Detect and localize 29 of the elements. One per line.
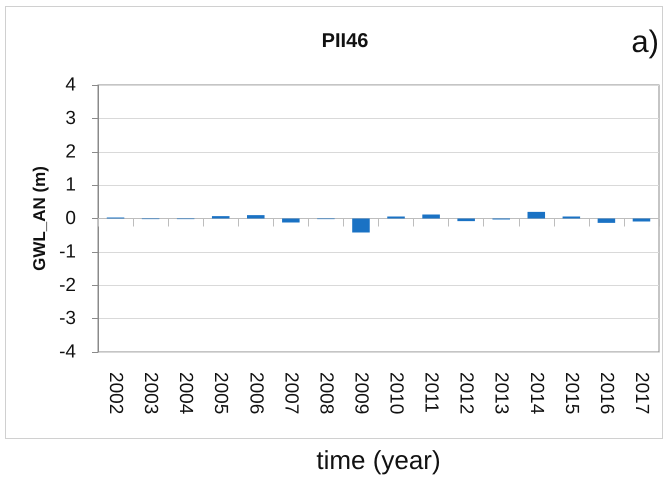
y-tick-label: -2 bbox=[59, 274, 76, 296]
y-tick-label: 3 bbox=[65, 108, 76, 129]
x-tick-label: 2010 bbox=[386, 372, 407, 414]
text: a) bbox=[631, 24, 660, 59]
y-tick-label: 0 bbox=[65, 208, 76, 229]
x-tick-label: 2002 bbox=[105, 372, 126, 414]
y-tick-label: -3 bbox=[59, 308, 76, 330]
x-tick-label: 2014 bbox=[526, 372, 547, 415]
x-tick-label: 2012 bbox=[456, 372, 477, 414]
x-tick-label: 2013 bbox=[490, 372, 512, 414]
x-tick-label: 2006 bbox=[245, 372, 266, 414]
x-tick-label: 2017 bbox=[630, 372, 652, 414]
x-tick-label: 2007 bbox=[280, 372, 302, 414]
x-tick-label: 2004 bbox=[175, 372, 196, 415]
y-tick-label: 1 bbox=[65, 174, 76, 196]
y-tick-label: -4 bbox=[59, 342, 76, 362]
x-tick-label: 2015 bbox=[560, 372, 582, 414]
y-tick-label: 4 bbox=[65, 74, 76, 96]
chart-title: PII46 bbox=[322, 30, 368, 52]
y-tick-label: -1 bbox=[59, 241, 76, 262]
x-tick-label: 2003 bbox=[140, 372, 162, 414]
x-tick-label: 2011 bbox=[420, 372, 442, 413]
y-axis-title: GWL_AN (m) bbox=[30, 166, 50, 271]
x-axis-title: time (year) bbox=[316, 445, 441, 475]
y-tick-label: 2 bbox=[65, 141, 76, 162]
x-tick-label: 2008 bbox=[315, 372, 336, 414]
x-tick-label: 2005 bbox=[210, 372, 232, 414]
x-tick-label: 2009 bbox=[350, 372, 372, 414]
x-tick-label: 2016 bbox=[596, 372, 617, 414]
